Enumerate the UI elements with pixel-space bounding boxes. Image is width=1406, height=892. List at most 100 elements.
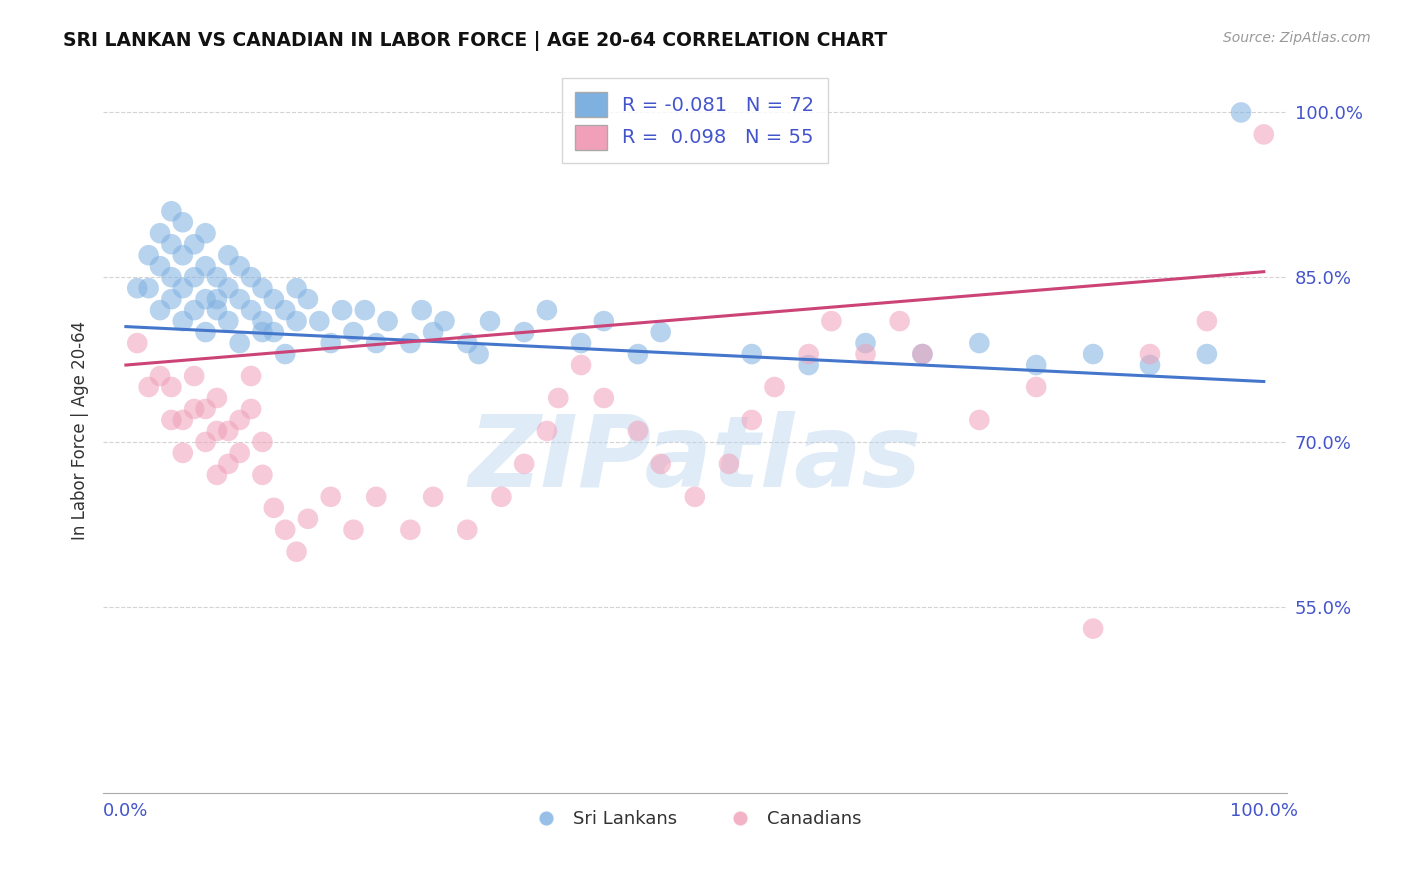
Y-axis label: In Labor Force | Age 20-64: In Labor Force | Age 20-64 (72, 321, 89, 541)
Point (1025, 358, 1047, 372)
Point (330, 303, 353, 318)
Point (274, 303, 297, 318)
Point (138, 281, 160, 295)
Point (513, 457, 536, 471)
Point (240, 303, 263, 318)
Point (183, 401, 205, 416)
Point (650, 325, 672, 339)
Point (1230, 105, 1253, 120)
Point (353, 303, 375, 318)
Point (1139, 347, 1161, 361)
Point (149, 226, 172, 240)
Point (399, 336, 422, 351)
Point (399, 523, 422, 537)
Point (217, 457, 239, 471)
Point (763, 380, 786, 394)
Point (627, 347, 650, 361)
Point (741, 347, 763, 361)
Point (183, 270, 205, 285)
Point (263, 292, 285, 306)
Point (592, 391, 614, 405)
Point (741, 413, 763, 427)
Point (217, 314, 239, 328)
Point (160, 292, 183, 306)
Point (172, 248, 194, 262)
Point (183, 237, 205, 252)
Point (479, 314, 502, 328)
Point (536, 303, 558, 318)
Point (138, 248, 160, 262)
Point (252, 314, 274, 328)
Point (240, 369, 263, 384)
Point (1253, 128, 1275, 142)
Point (194, 259, 217, 273)
Point (1195, 314, 1218, 328)
Point (172, 215, 194, 229)
Point (172, 446, 194, 460)
Legend: Sri Lankans, Canadians: Sri Lankans, Canadians (520, 803, 869, 835)
Point (183, 303, 205, 318)
Point (160, 237, 183, 252)
Point (160, 413, 183, 427)
Point (491, 490, 513, 504)
Point (194, 434, 217, 449)
Point (205, 303, 228, 318)
Point (297, 512, 319, 526)
Point (797, 358, 820, 372)
Point (172, 413, 194, 427)
Point (683, 490, 706, 504)
Text: ZIPatlas: ZIPatlas (468, 411, 921, 508)
Point (422, 325, 444, 339)
Point (797, 347, 820, 361)
Point (285, 314, 308, 328)
Point (252, 281, 274, 295)
Point (592, 314, 614, 328)
Point (889, 314, 911, 328)
Point (240, 270, 263, 285)
Point (456, 523, 478, 537)
Point (194, 401, 217, 416)
Point (1025, 380, 1047, 394)
Point (194, 226, 217, 240)
Point (217, 248, 239, 262)
Point (1139, 358, 1161, 372)
Point (160, 204, 183, 219)
Point (569, 336, 592, 351)
Point (160, 380, 183, 394)
Point (366, 336, 388, 351)
Point (217, 281, 239, 295)
Point (855, 336, 877, 351)
Point (1081, 347, 1104, 361)
Point (411, 303, 433, 318)
Point (377, 314, 399, 328)
Point (194, 325, 217, 339)
Point (650, 457, 672, 471)
Point (536, 424, 558, 438)
Point (855, 347, 877, 361)
Text: SRI LANKAN VS CANADIAN IN LABOR FORCE | AGE 20-64 CORRELATION CHART: SRI LANKAN VS CANADIAN IN LABOR FORCE | … (63, 31, 887, 51)
Point (274, 347, 297, 361)
Point (205, 424, 228, 438)
Point (717, 457, 740, 471)
Point (228, 413, 250, 427)
Point (127, 281, 149, 295)
Point (1081, 622, 1104, 636)
Point (456, 336, 478, 351)
Point (969, 336, 991, 351)
Text: Source: ZipAtlas.com: Source: ZipAtlas.com (1223, 31, 1371, 45)
Point (342, 325, 364, 339)
Point (194, 292, 217, 306)
Point (911, 347, 934, 361)
Point (263, 500, 285, 515)
Point (149, 259, 172, 273)
Point (422, 490, 444, 504)
Point (205, 391, 228, 405)
Point (252, 325, 274, 339)
Point (319, 490, 342, 504)
Point (263, 325, 285, 339)
Point (366, 490, 388, 504)
Point (467, 347, 489, 361)
Point (240, 401, 263, 416)
Point (205, 270, 228, 285)
Point (252, 434, 274, 449)
